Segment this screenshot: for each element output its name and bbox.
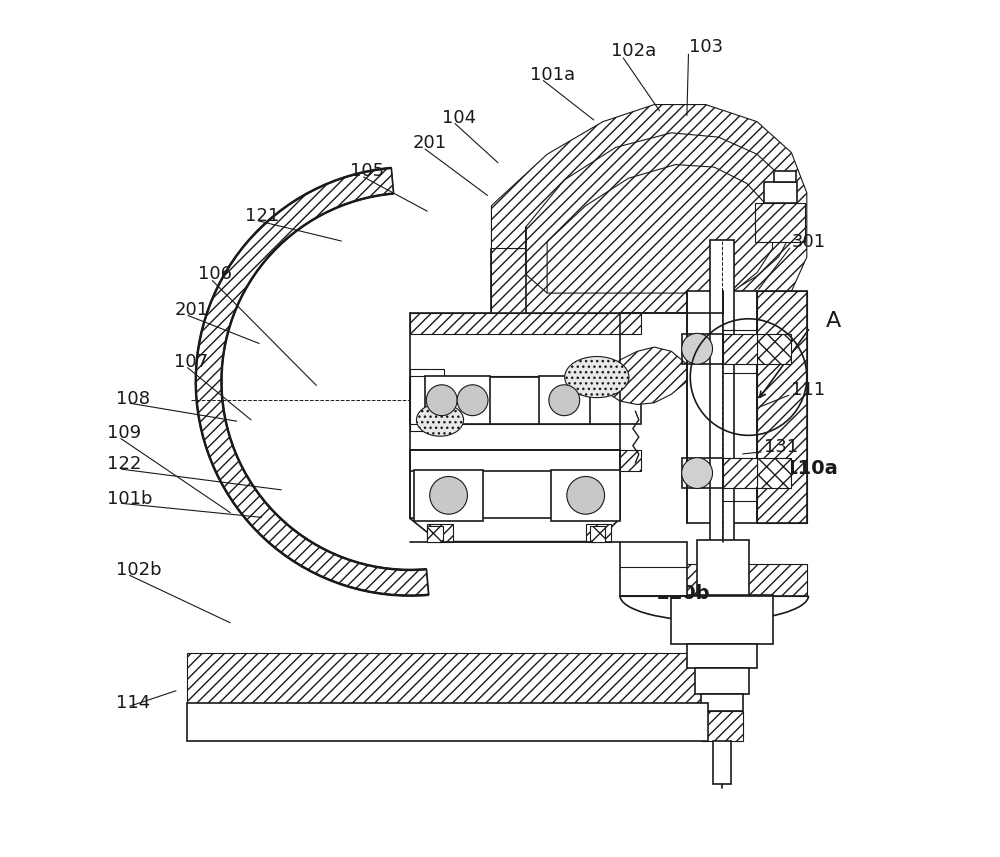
Polygon shape xyxy=(410,450,620,542)
Circle shape xyxy=(457,385,488,416)
Circle shape xyxy=(682,333,713,364)
Text: 123: 123 xyxy=(736,472,770,491)
Text: 110b: 110b xyxy=(656,584,710,602)
Bar xyxy=(701,694,743,711)
Text: 102a: 102a xyxy=(611,42,657,61)
Bar xyxy=(187,653,708,703)
Bar xyxy=(697,540,749,596)
Bar xyxy=(695,668,749,694)
Text: 201: 201 xyxy=(413,134,447,153)
Circle shape xyxy=(426,385,457,416)
Polygon shape xyxy=(603,347,687,405)
Text: 106: 106 xyxy=(198,265,232,284)
Circle shape xyxy=(682,458,713,488)
Bar xyxy=(594,471,603,518)
Bar xyxy=(755,203,805,242)
Text: 201: 201 xyxy=(174,301,208,320)
Bar xyxy=(551,470,620,521)
Bar xyxy=(687,291,757,523)
Text: 103: 103 xyxy=(689,38,723,57)
Bar xyxy=(757,334,791,364)
Polygon shape xyxy=(620,542,687,596)
Polygon shape xyxy=(620,564,807,596)
Text: 101b: 101b xyxy=(107,489,153,508)
Bar xyxy=(560,471,603,518)
Bar xyxy=(590,526,605,542)
Bar xyxy=(539,376,590,424)
Polygon shape xyxy=(547,165,773,313)
Text: 102b: 102b xyxy=(116,560,162,579)
Bar xyxy=(427,526,443,542)
Bar xyxy=(410,313,641,334)
Bar xyxy=(425,376,490,424)
Circle shape xyxy=(549,385,580,416)
Bar xyxy=(682,334,723,364)
Bar xyxy=(687,644,757,668)
Bar xyxy=(410,369,444,431)
Bar xyxy=(701,711,743,741)
Bar xyxy=(713,741,731,784)
Bar xyxy=(757,458,791,488)
Text: 108: 108 xyxy=(116,389,150,408)
Text: 101a: 101a xyxy=(530,66,575,85)
Bar xyxy=(586,524,611,542)
Text: 107: 107 xyxy=(174,352,208,371)
Bar xyxy=(757,291,807,523)
Circle shape xyxy=(567,476,605,514)
Polygon shape xyxy=(491,105,807,324)
Ellipse shape xyxy=(565,357,629,398)
Text: 131: 131 xyxy=(764,438,798,457)
Polygon shape xyxy=(196,168,429,596)
Bar xyxy=(774,171,796,182)
Text: 110a: 110a xyxy=(785,459,838,478)
Bar xyxy=(723,458,757,488)
Bar xyxy=(431,471,440,518)
Ellipse shape xyxy=(416,404,464,436)
Bar xyxy=(427,524,453,542)
Text: 111: 111 xyxy=(791,381,826,399)
Text: 114: 114 xyxy=(116,693,150,712)
Bar xyxy=(187,703,708,741)
Text: 301: 301 xyxy=(791,232,826,251)
Text: A: A xyxy=(826,311,841,332)
Bar xyxy=(410,377,641,424)
Bar xyxy=(414,470,483,521)
Bar xyxy=(723,334,757,364)
Circle shape xyxy=(430,476,467,514)
Bar xyxy=(710,240,734,596)
Polygon shape xyxy=(491,249,723,313)
Bar xyxy=(682,458,723,488)
Bar xyxy=(764,182,797,203)
Polygon shape xyxy=(526,133,791,313)
Text: 104: 104 xyxy=(442,109,476,128)
Text: 121: 121 xyxy=(245,207,279,225)
Text: 109: 109 xyxy=(107,423,142,442)
Bar xyxy=(431,471,474,518)
Text: 105: 105 xyxy=(350,162,384,181)
Bar xyxy=(410,450,641,471)
Text: 122: 122 xyxy=(107,455,142,474)
Bar xyxy=(671,595,773,644)
